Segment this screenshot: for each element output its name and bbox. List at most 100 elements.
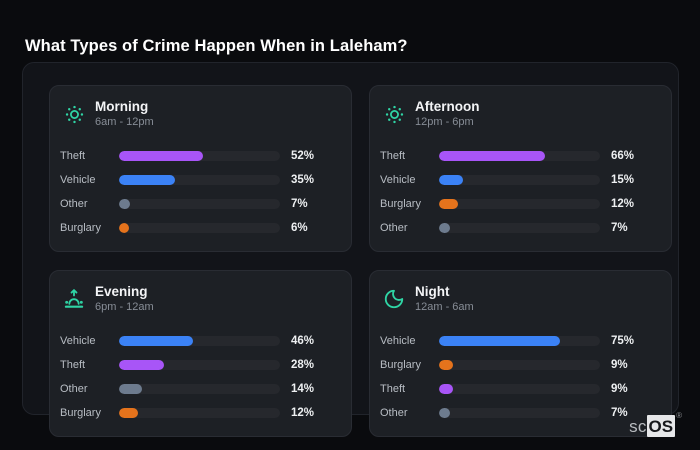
card-title: Evening (95, 284, 148, 299)
bar-fill (439, 408, 451, 418)
bar-label: Vehicle (60, 174, 96, 186)
bar-fill (119, 384, 142, 394)
bar-fill (119, 408, 139, 418)
bar-value: 35% (291, 174, 315, 186)
bar-value: 66% (611, 150, 635, 162)
bar-fill (439, 223, 451, 233)
bar-fill (119, 175, 176, 185)
bar-value: 52% (291, 150, 315, 162)
bar-value: 9% (611, 383, 628, 395)
card-header: Evening 6pm - 12am (60, 284, 327, 314)
bar-track (119, 151, 280, 161)
bar-row: Burglary 12% (380, 198, 647, 210)
bar-rows: Vehicle 46% Theft 28% Other 14% Burglary (60, 335, 327, 419)
bar-row: Other 7% (60, 198, 327, 210)
bar-fill (119, 223, 129, 233)
bar-row: Burglary 9% (380, 359, 647, 371)
card-title: Night (415, 284, 450, 299)
bar-value: 12% (291, 407, 315, 419)
bar-row: Vehicle 46% (60, 335, 327, 347)
card-header: Morning 6am - 12pm (60, 99, 327, 129)
bar-value: 28% (291, 359, 315, 371)
bar-label: Theft (60, 150, 86, 162)
bar-fill (119, 151, 203, 161)
bar-track (119, 175, 280, 185)
bar-value: 14% (291, 383, 315, 395)
time-card-afternoon: Afternoon 12pm - 6pm Theft 66% Vehicle 1… (369, 85, 672, 252)
card-heading: Morning 6am - 12pm (95, 99, 154, 129)
card-heading: Afternoon 12pm - 6pm (415, 99, 480, 129)
bar-label: Theft (380, 383, 406, 395)
card-time-range: 6pm - 12am (95, 301, 154, 313)
bar-row: Theft 28% (60, 359, 327, 371)
bar-label: Burglary (380, 359, 421, 371)
bar-label: Other (380, 407, 408, 419)
bar-track (439, 223, 600, 233)
card-time-range: 12am - 6am (415, 301, 474, 313)
bar-track (119, 199, 280, 209)
bar-label: Burglary (60, 407, 101, 419)
bar-value: 7% (611, 407, 628, 419)
bar-label: Other (60, 383, 88, 395)
bar-track (439, 175, 600, 185)
bar-label: Theft (380, 150, 406, 162)
bar-row: Theft 9% (380, 383, 647, 395)
card-header: Afternoon 12pm - 6pm (380, 99, 647, 129)
sunrise-icon (63, 288, 85, 310)
card-header: Night 12am - 6am (380, 284, 647, 314)
bar-rows: Theft 66% Vehicle 15% Burglary 12% Other (380, 150, 647, 234)
bar-rows: Vehicle 75% Burglary 9% Theft 9% Other (380, 335, 647, 419)
bar-track (439, 199, 600, 209)
bar-rows: Theft 52% Vehicle 35% Other 7% Burglary (60, 150, 327, 234)
bar-track (119, 223, 280, 233)
bar-track (119, 360, 280, 370)
bar-value: 46% (291, 335, 315, 347)
sun-icon (383, 103, 405, 125)
time-cards-grid: Morning 6am - 12pm Theft 52% Vehicle 35%… (23, 63, 678, 437)
time-card-night: Night 12am - 6am Vehicle 75% Burglary 9%… (369, 270, 672, 437)
bar-value: 7% (611, 222, 628, 234)
sun-icon (63, 103, 85, 125)
bar-row: Other 14% (60, 383, 327, 395)
bar-row: Other 7% (380, 222, 647, 234)
bar-row: Vehicle 15% (380, 174, 647, 186)
bar-track (439, 408, 600, 418)
bar-track (439, 151, 600, 161)
bar-value: 6% (291, 222, 308, 234)
bar-fill (439, 360, 454, 370)
bar-fill (439, 151, 546, 161)
bar-row: Vehicle 35% (60, 174, 327, 186)
bar-fill (119, 336, 194, 346)
bar-track (439, 336, 600, 346)
bar-label: Other (60, 198, 88, 210)
bar-row: Theft 52% (60, 150, 327, 162)
bar-row: Other 7% (380, 407, 647, 419)
bar-value: 9% (611, 359, 628, 371)
bar-fill (439, 336, 560, 346)
bar-label: Theft (60, 359, 86, 371)
bar-fill (439, 175, 464, 185)
bar-track (119, 408, 280, 418)
page-title: What Types of Crime Happen When in Laleh… (25, 37, 408, 56)
moon-icon (383, 288, 405, 310)
crime-by-time-panel: Morning 6am - 12pm Theft 52% Vehicle 35%… (22, 62, 679, 437)
bar-value: 12% (611, 198, 635, 210)
bar-row: Burglary 12% (60, 407, 327, 419)
bar-row: Vehicle 75% (380, 335, 647, 347)
time-card-morning: Morning 6am - 12pm Theft 52% Vehicle 35%… (49, 85, 352, 252)
card-title: Morning (95, 99, 149, 114)
bar-fill (119, 199, 131, 209)
bar-label: Vehicle (60, 335, 96, 347)
card-time-range: 12pm - 6pm (415, 116, 474, 128)
bar-fill (119, 360, 165, 370)
time-card-evening: Evening 6pm - 12am Vehicle 46% Theft 28%… (49, 270, 352, 437)
bar-row: Burglary 6% (60, 222, 327, 234)
bar-label: Burglary (60, 222, 101, 234)
bar-label: Burglary (380, 198, 421, 210)
bar-fill (439, 199, 459, 209)
card-time-range: 6am - 12pm (95, 116, 154, 128)
card-heading: Night 12am - 6am (415, 284, 474, 314)
card-title: Afternoon (415, 99, 480, 114)
scos-logo-box: OS (646, 415, 676, 437)
scos-logo-prefix: sc (629, 417, 647, 436)
